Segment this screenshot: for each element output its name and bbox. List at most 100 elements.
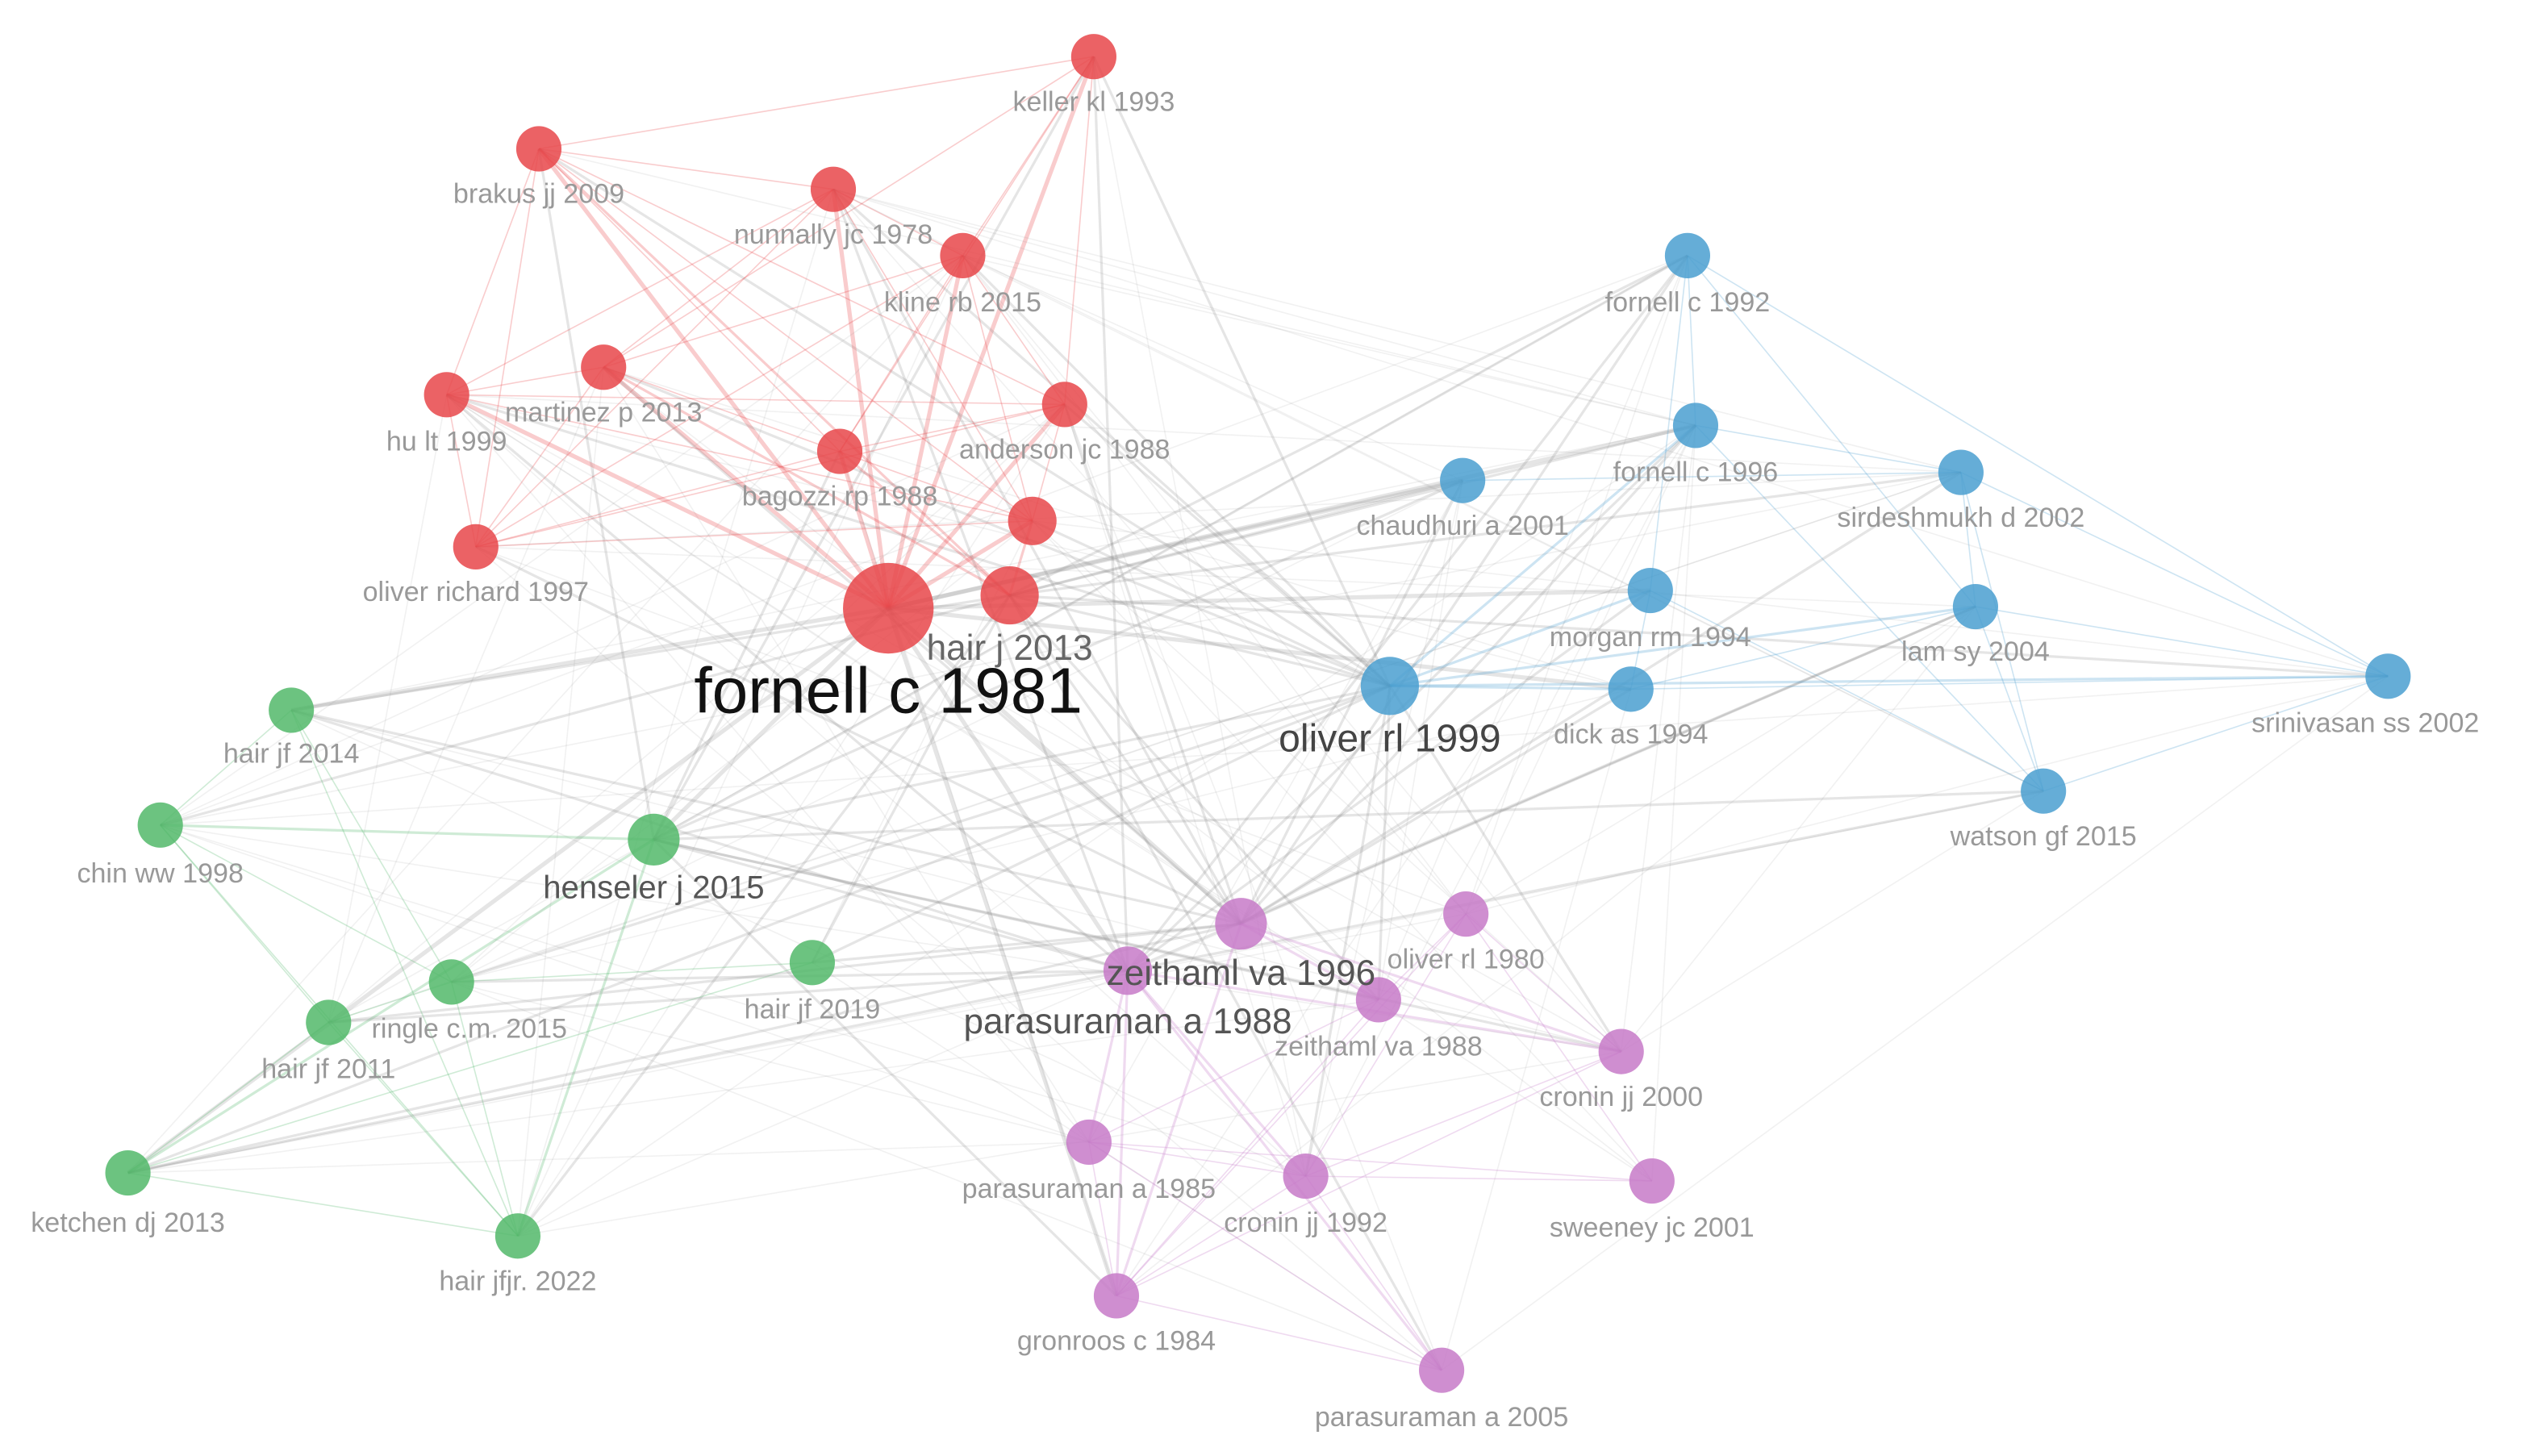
edge xyxy=(1240,922,1622,1053)
edge xyxy=(1092,56,1392,687)
edge xyxy=(1463,471,1961,482)
edge xyxy=(160,675,2389,826)
node-label: fornell c 1981 xyxy=(694,654,1083,727)
edge xyxy=(127,838,655,1174)
edge xyxy=(653,838,1379,1001)
edge xyxy=(1009,423,1696,597)
edge xyxy=(1063,403,1391,687)
edge xyxy=(446,394,1033,522)
edge xyxy=(517,189,834,1237)
edge xyxy=(1088,999,1379,1143)
edge xyxy=(1088,1141,1306,1177)
edge xyxy=(1651,425,1696,1182)
edge xyxy=(1008,254,1688,597)
edge xyxy=(603,365,1011,597)
edge xyxy=(536,147,891,610)
node-label: brakus jj 2009 xyxy=(453,179,624,210)
node-label: oliver rl 1980 xyxy=(1387,944,1545,974)
node-label: bagozzi rp 1988 xyxy=(742,482,938,512)
edge xyxy=(603,366,1631,690)
node-label: martinez p 2013 xyxy=(505,397,702,428)
edge xyxy=(1127,605,1976,972)
edge xyxy=(1650,590,2044,792)
edge xyxy=(1088,1141,1117,1296)
edge xyxy=(1465,913,1622,1053)
edge xyxy=(538,148,834,190)
node xyxy=(1008,496,1057,545)
edge xyxy=(1620,425,1696,1052)
edge xyxy=(1621,791,2044,1053)
edge xyxy=(1304,686,1392,1177)
edge xyxy=(1389,684,1631,690)
edge xyxy=(475,546,1976,607)
edge xyxy=(446,393,1391,687)
node xyxy=(581,344,627,390)
node-label: hair jf 2019 xyxy=(745,994,881,1024)
node xyxy=(137,802,183,848)
edge xyxy=(516,839,655,1237)
edge xyxy=(962,56,1095,257)
edge xyxy=(160,403,1066,826)
edge xyxy=(451,969,1129,983)
edge xyxy=(1088,1141,1442,1371)
edges xyxy=(127,56,2389,1371)
node xyxy=(980,565,1039,625)
edge xyxy=(160,824,329,1024)
edge xyxy=(1008,594,1380,1001)
edge xyxy=(1064,404,1307,1177)
edge xyxy=(1465,425,1696,915)
edge xyxy=(1064,56,1095,405)
edge xyxy=(1009,479,1463,597)
edge xyxy=(1116,1175,1307,1297)
node xyxy=(424,372,469,418)
edge xyxy=(475,450,841,548)
edge xyxy=(1687,255,1976,607)
edge xyxy=(475,546,1467,915)
edge xyxy=(516,594,1011,1237)
edge xyxy=(653,479,1463,841)
node xyxy=(105,1149,151,1196)
edge xyxy=(127,1172,519,1237)
node-label: fornell c 1992 xyxy=(1605,287,1771,318)
edge xyxy=(1088,480,1463,1143)
node xyxy=(1627,567,1673,614)
edge xyxy=(290,708,1241,925)
edge xyxy=(160,824,1090,1143)
edge xyxy=(328,394,448,1023)
edge xyxy=(475,545,1242,925)
edge xyxy=(1009,594,2389,678)
edge xyxy=(653,838,1118,1297)
node xyxy=(2021,768,2067,814)
edge xyxy=(2043,675,2389,792)
edge xyxy=(831,189,891,609)
edge xyxy=(1240,471,1962,925)
node-label: cronin jj 2000 xyxy=(1539,1082,1703,1112)
edge xyxy=(1087,970,1129,1143)
node-label: hair jf 2011 xyxy=(261,1054,395,1085)
edge xyxy=(603,366,1653,1182)
node-label: kline rb 2015 xyxy=(884,287,1041,318)
edge xyxy=(832,189,1033,522)
edge xyxy=(1240,254,1689,925)
edge xyxy=(446,394,1622,1053)
edge xyxy=(811,594,1012,964)
edge xyxy=(1127,589,1651,972)
edge xyxy=(445,148,540,395)
edge xyxy=(446,394,1379,1001)
edge xyxy=(446,394,1307,1177)
edge xyxy=(886,56,1096,609)
node xyxy=(810,166,857,212)
edge xyxy=(1630,675,2389,690)
edge xyxy=(603,189,834,368)
edge xyxy=(538,148,841,453)
edge xyxy=(1126,254,1689,972)
edge xyxy=(1126,970,1307,1178)
edge xyxy=(602,365,890,611)
edge xyxy=(445,394,477,548)
node-label: hair j 2013 xyxy=(927,628,1093,668)
edge xyxy=(1621,606,1976,1053)
node-label: morgan rm 1994 xyxy=(1550,622,1751,653)
edge xyxy=(538,148,1391,687)
edge xyxy=(127,255,964,1174)
edge xyxy=(160,824,1306,1177)
